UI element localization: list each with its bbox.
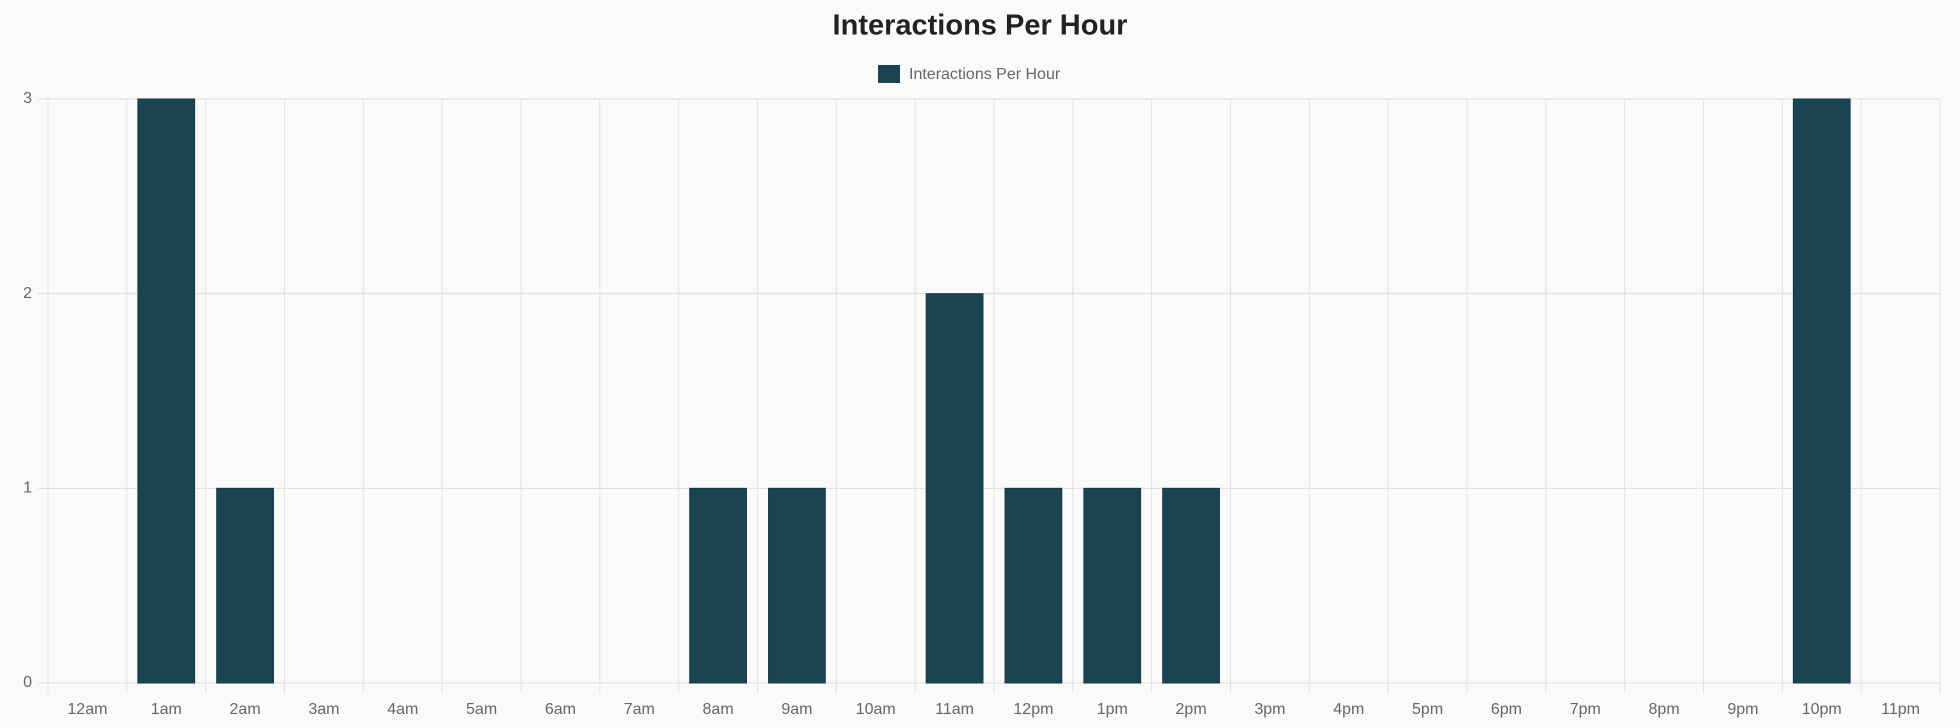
x-tick-label: 9pm [1727,701,1758,718]
bar [216,487,274,684]
y-tick-label: 3 [23,90,32,107]
x-tick-label: 2pm [1176,701,1207,718]
bar [1792,98,1851,684]
x-tick-label: 10pm [1802,701,1842,718]
bar [1004,487,1063,684]
x-tick-label: 8am [703,701,734,718]
x-tick-label: 11am [935,701,974,718]
x-tick-label: 1pm [1097,701,1128,718]
x-tick-label: 5pm [1412,701,1443,718]
y-tick-label: 2 [23,285,32,302]
x-tick-label: 7pm [1570,701,1601,718]
x-tick-label: 5am [466,701,497,718]
x-tick-label: 8pm [1649,701,1680,718]
x-tick-label: 1am [151,701,182,718]
bar [137,98,196,684]
chart-title: Interactions Per Hour [833,10,1128,42]
x-tick-label: 4am [387,701,418,718]
bar [1162,487,1220,684]
x-tick-label: 11pm [1881,701,1920,718]
bar [925,293,984,684]
bar [689,487,747,684]
x-tick-label: 9am [781,701,812,718]
legend-swatch [878,65,900,83]
x-tick-label: 3pm [1254,701,1285,718]
y-tick-label: 0 [23,674,32,691]
x-tick-label: 12pm [1013,701,1053,718]
x-tick-label: 10am [856,701,896,718]
x-tick-label: 4pm [1333,701,1364,718]
x-tick-label: 3am [308,701,339,718]
bar [768,487,826,684]
legend-label: Interactions Per Hour [909,66,1061,83]
y-tick-label: 1 [23,480,32,497]
x-tick-label: 12am [67,701,107,718]
x-tick-label: 6pm [1491,701,1522,718]
x-tick-label: 6am [545,701,576,718]
x-tick-label: 2am [230,701,261,718]
x-tick-label: 7am [624,701,655,718]
bar [1083,487,1142,684]
